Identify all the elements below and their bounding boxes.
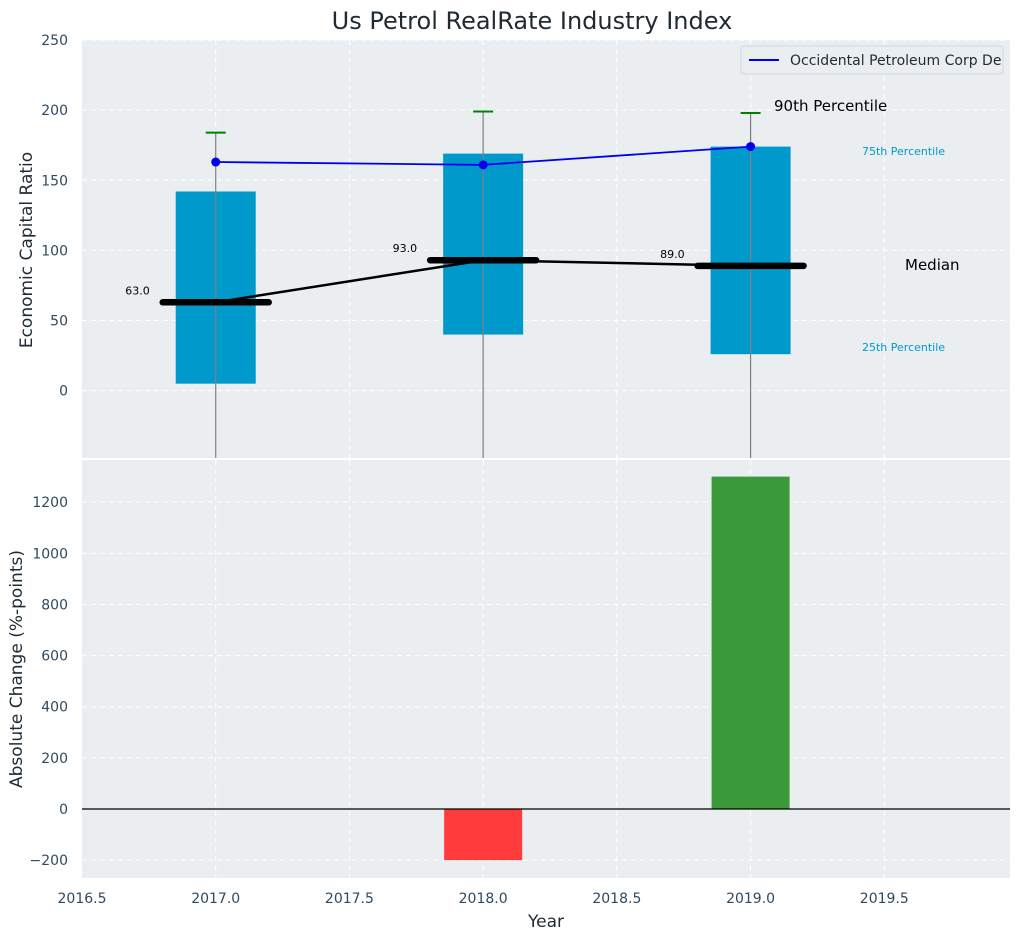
top-y-tick-label: 200 [41, 103, 68, 119]
bottom-panel: −200 0 200 400 600 800 1000 1200 Absolute Chang… [7, 460, 1010, 878]
top-y-ticks: 0 50 100 150 200 250 [41, 33, 68, 400]
bottom-grid [82, 460, 1010, 878]
x-tick-label: 2017.5 [325, 891, 374, 907]
top-y-tick-label: 250 [41, 33, 68, 49]
bottom-y-ticks: −200 0 200 400 600 800 1000 1200 [30, 495, 68, 869]
x-tick-label: 2018.5 [592, 891, 641, 907]
x-tick-label: 2019.0 [726, 891, 775, 907]
bottom-y-tick-label: −200 [30, 853, 68, 869]
median-value-label: 89.0 [660, 248, 685, 261]
median-annotation: Median [905, 256, 960, 274]
top-y-tick-label: 50 [50, 314, 68, 330]
negative-change-bar [444, 808, 523, 861]
x-tick-label: 2017.0 [191, 891, 240, 907]
top-legend: Occidental Petroleum Corp De [740, 45, 1004, 75]
x-axis-ticks: 2016.5 2017.0 2017.5 2018.0 2018.5 2019.0 2019… [58, 891, 909, 907]
bottom-y-tick-label: 1200 [32, 495, 68, 511]
company-point [746, 142, 756, 152]
p75-annotation: 75th Percentile [862, 145, 945, 158]
company-point [211, 157, 221, 167]
bottom-y-tick-label: 0 [59, 802, 68, 818]
top-panel: 0 50 100 150 200 250 Economic Capital Ratio 6… [17, 33, 1010, 458]
chart-title: Us Petrol RealRate Industry Index [332, 7, 733, 35]
legend-label: Occidental Petroleum Corp De [790, 53, 1001, 69]
x-tick-label: 2018.0 [459, 891, 508, 907]
bottom-y-tick-label: 200 [41, 751, 68, 767]
top-y-tick-label: 100 [41, 243, 68, 259]
x-tick-label: 2016.5 [58, 891, 107, 907]
top-annotations: 90th Percentile 75th Percentile Median 2… [774, 97, 960, 354]
positive-change-bar [711, 476, 790, 809]
bottom-bars [82, 476, 1010, 861]
bottom-y-axis-title: Absolute Change (%-points) [7, 550, 27, 788]
median-value-label: 63.0 [125, 284, 150, 297]
median-value-label: 93.0 [393, 242, 418, 255]
bottom-y-tick-label: 1000 [32, 546, 68, 562]
p25-annotation: 25th Percentile [862, 341, 945, 354]
top-y-tick-label: 150 [41, 173, 68, 189]
top-y-tick-label: 0 [59, 384, 68, 400]
bottom-y-tick-label: 600 [41, 649, 68, 665]
top-boxes: 63.0 93.0 89.0 [125, 110, 807, 458]
legend-box [740, 45, 1004, 75]
p90-annotation: 90th Percentile [774, 97, 887, 115]
company-point [478, 160, 488, 170]
x-tick-label: 2019.5 [860, 891, 909, 907]
bottom-plot-background [82, 460, 1010, 878]
bottom-y-tick-label: 800 [41, 597, 68, 613]
top-y-axis-title: Economic Capital Ratio [17, 152, 37, 348]
x-axis-title: Year [527, 912, 564, 932]
bottom-y-tick-label: 400 [41, 700, 68, 716]
